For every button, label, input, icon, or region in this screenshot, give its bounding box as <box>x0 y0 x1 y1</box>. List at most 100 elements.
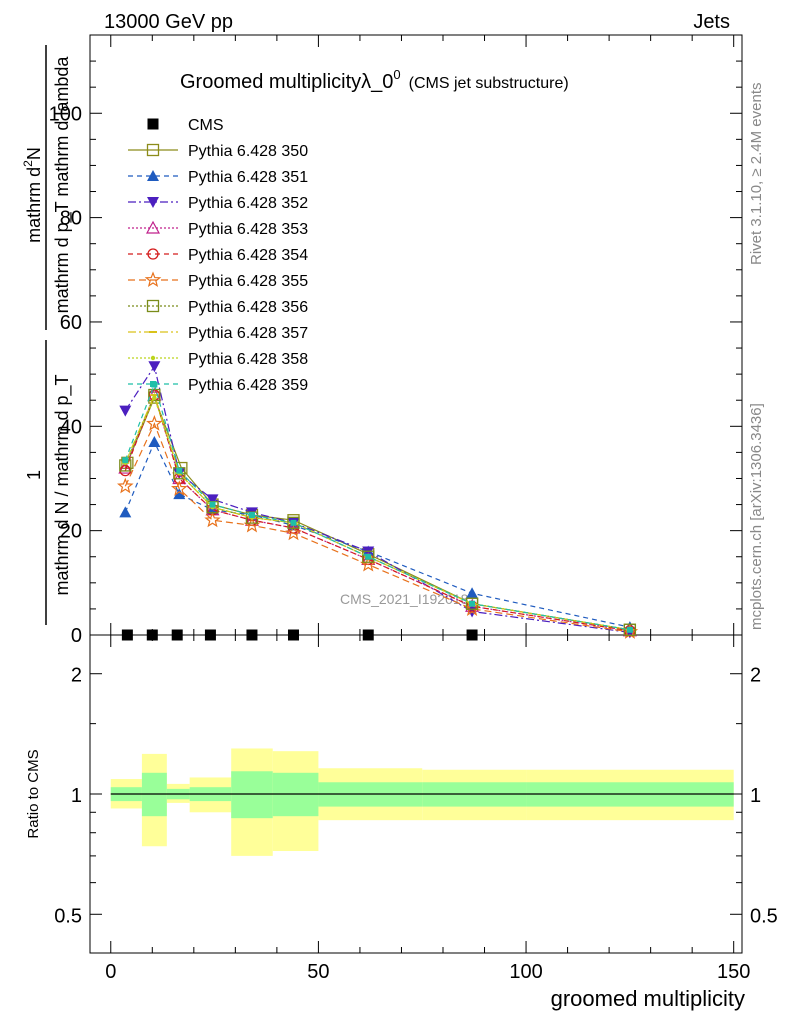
y-label-prefix-one: 1 <box>24 470 44 480</box>
legend-entry-pythia-6-428-352: Pythia 6.428 352 <box>128 195 308 212</box>
ratio-stat-band <box>231 771 273 819</box>
series-pythia-6-428-351-point <box>173 488 186 500</box>
legend-entry-pythia-6-428-350-marker <box>146 143 160 157</box>
ratio-y-tick-label-right: 2 <box>750 665 761 687</box>
legend-entry-cms-label: CMS <box>188 117 224 134</box>
legend: CMS Pythia 6.428 350 Pythia 6.428 351 Pythi… <box>128 117 308 394</box>
series-pythia-6-428-358-line <box>124 395 630 631</box>
series-pythia-6-428-352-point <box>362 546 375 558</box>
watermark: CMS_2021_I1920187 <box>340 591 476 607</box>
legend-entry-pythia-6-428-356: Pythia 6.428 356 <box>128 299 308 316</box>
y-label-denominator: mathrm d p_T mathrm d lambda <box>52 56 73 314</box>
ratio-axis-label: Ratio to CMS <box>25 749 42 838</box>
legend-entry-pythia-6-428-359-marker <box>150 381 156 387</box>
legend-entry-cms: CMS <box>147 117 224 134</box>
ratio-x-tick-label: 0 <box>105 961 116 983</box>
series-pythia-6-428-359-point <box>122 457 129 464</box>
ratio-x-tick-label: 50 <box>307 961 329 983</box>
series-cms-point <box>121 629 133 641</box>
main-axes: 0 20 40 60 80 100 <box>49 34 742 647</box>
series-pythia-6-428-355-point <box>170 480 188 496</box>
legend-entry-pythia-6-428-353-label: Pythia 6.428 353 <box>188 221 308 238</box>
ratio-y-tick-label-right: 1 <box>750 785 761 807</box>
series-pythia-6-428-355-point <box>146 415 163 431</box>
series-pythia-6-428-359-point <box>248 512 255 518</box>
series-pythia-6-428-356-point <box>465 597 479 610</box>
legend-entry-pythia-6-428-356-label: Pythia 6.428 356 <box>188 299 308 316</box>
series-cms-point <box>204 629 216 641</box>
plot-title-sub: (CMS jet substructure) <box>409 75 569 92</box>
main-y-tick-label: 100 <box>49 103 82 125</box>
legend-entry-pythia-6-428-353-marker <box>145 220 161 234</box>
main-y-tick-label: 20 <box>60 521 82 543</box>
legend-entry-pythia-6-428-355: Pythia 6.428 355 <box>128 271 308 290</box>
series-pythia-6-428-356-point <box>287 516 300 529</box>
legend-entry-pythia-6-428-359-label: Pythia 6.428 359 <box>188 377 308 394</box>
series-cms-point <box>466 629 478 641</box>
series-pythia-6-428-351-point <box>466 587 479 599</box>
legend-entry-pythia-6-428-352-label: Pythia 6.428 352 <box>188 195 308 212</box>
legend-entry-pythia-6-428-353: Pythia 6.428 353 <box>128 220 308 238</box>
ratio-y-tick-label-left: 1 <box>71 785 82 807</box>
legend-entry-pythia-6-428-350-label: Pythia 6.428 350 <box>188 143 308 160</box>
series-pythia-6-428-353-point <box>118 460 133 474</box>
legend-entry-pythia-6-428-351: Pythia 6.428 351 <box>128 169 308 186</box>
plot-title-main: Groomed multiplicityλ_0 <box>180 71 393 93</box>
series-pythia-6-428-356-point <box>623 623 637 636</box>
legend-entry-pythia-6-428-358: Pythia 6.428 358 <box>128 351 308 368</box>
legend-entry-pythia-6-428-358-marker <box>150 355 156 361</box>
series-cms <box>121 629 478 641</box>
series-pythia-6-428-352-point <box>206 494 219 506</box>
series-pythia-6-428-359-point <box>365 553 372 560</box>
legend-entry-pythia-6-428-350: Pythia 6.428 350 <box>128 143 308 160</box>
plot-title-sup: 0 <box>393 67 400 82</box>
plot-title: Groomed multiplicityλ_00 (CMS jet substru… <box>180 67 569 93</box>
series-pythia-6-428-359-point <box>626 626 633 633</box>
legend-entry-pythia-6-428-351-label: Pythia 6.428 351 <box>188 169 308 186</box>
legend-entry-pythia-6-428-354: Pythia 6.428 354 <box>128 247 308 264</box>
main-y-tick-label: 0 <box>71 625 82 647</box>
y-axis-label: 1 mathrm d N / mathrm d p_T mathrm d2N m… <box>21 45 73 625</box>
series-cms-point <box>246 629 258 641</box>
legend-entry-pythia-6-428-354-label: Pythia 6.428 354 <box>188 247 308 264</box>
series-pythia-6-428-359-point <box>469 600 476 607</box>
series-pythia-6-428-352-point <box>148 361 161 373</box>
series-pythia-6-428-351-point <box>148 435 161 447</box>
main-y-tick-label: 60 <box>60 312 82 334</box>
ratio-y-tick-label-right: 0.5 <box>750 905 778 927</box>
series-cms-point <box>171 629 183 641</box>
series-pythia-6-428-352-point <box>119 405 132 417</box>
series-pythia-6-428-359-point <box>209 501 216 508</box>
series-pythia-6-428-356-point <box>148 388 161 402</box>
header-right: Jets <box>693 11 730 33</box>
main-y-tick-label: 40 <box>60 416 82 438</box>
legend-entry-pythia-6-428-359: Pythia 6.428 359 <box>128 377 308 394</box>
series-pythia-6-428-359-point <box>290 519 297 526</box>
legend-entry-pythia-6-428-356-marker <box>146 299 160 313</box>
legend-entry-cms-marker <box>147 118 159 130</box>
y-label-numerator: mathrm d2N <box>21 147 44 243</box>
series-pythia-6-428-359-line <box>124 382 630 631</box>
legend-entry-pythia-6-428-357-label: Pythia 6.428 357 <box>188 325 308 342</box>
ratio-x-tick-label: 100 <box>509 961 542 983</box>
ratio-bands <box>110 748 734 856</box>
ratio-y-tick-label-left: 0.5 <box>54 905 82 927</box>
legend-entry-pythia-6-428-355-label: Pythia 6.428 355 <box>188 273 308 290</box>
series-pythia-6-428-355-point <box>116 477 134 494</box>
side-label-mcplots: mcplots.cern.ch [arXiv:1306.3436] <box>748 403 765 630</box>
legend-entry-pythia-6-428-357: Pythia 6.428 357 <box>128 325 308 342</box>
series-cms-point <box>146 629 158 641</box>
header-left: 13000 GeV pp <box>104 11 233 33</box>
series-pythia-6-428-358-point <box>152 395 157 400</box>
ratio-axes: 0.5 0.5 1 1 2 2 0 50 100 150 <box>54 634 778 983</box>
legend-entry-pythia-6-428-358-label: Pythia 6.428 358 <box>188 351 308 368</box>
legend-entry-pythia-6-428-355-marker <box>144 271 162 288</box>
series-pythia-6-428-355-line <box>124 422 630 633</box>
series-pythia-6-428-359-point <box>176 467 183 474</box>
series-pythia-6-428-351-point <box>119 506 132 518</box>
y-label-prefix-den: mathrm d N / mathrm d p_T <box>52 374 73 595</box>
x-axis-label: groomed multiplicity <box>551 986 745 1011</box>
series-pythia-6-428-355-point <box>285 524 302 541</box>
legend-entry-pythia-6-428-351-marker <box>147 170 159 181</box>
